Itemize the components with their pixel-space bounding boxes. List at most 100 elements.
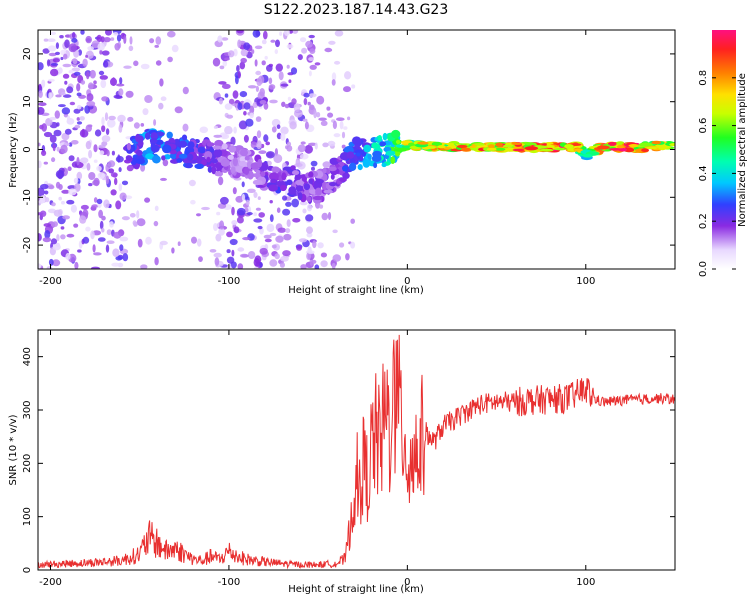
spectrogram-ridge-mark [495, 142, 504, 147]
spectrogram-speckle [278, 71, 284, 81]
spectrogram-speckle [220, 196, 229, 205]
spectrogram-speckle [217, 176, 224, 186]
spectrogram-ridge-mark [288, 186, 297, 196]
spectrogram-ridge-mark [669, 143, 675, 147]
spectrogram-speckle [256, 140, 262, 150]
spectrogram-ridge-mark [367, 153, 372, 160]
spectrogram-ridge-mark [230, 166, 236, 174]
spectrogram-speckle [55, 51, 60, 56]
spectrogram-speckle [80, 30, 85, 35]
spectrogram-ridge-mark [474, 143, 485, 146]
spectrogram-speckle [61, 200, 65, 205]
spectrogram-speckle [332, 120, 337, 130]
spectrogram-speckle [190, 199, 196, 205]
spectrogram-ridge-mark [145, 153, 155, 160]
spectrogram-speckle [55, 170, 65, 179]
spectrogram-speckle [116, 83, 125, 87]
spectrogram-speckle [60, 91, 66, 96]
spectrogram-speckle [85, 124, 93, 132]
spectrogram-speckle [89, 69, 96, 79]
spectrogram-speckle [286, 219, 291, 228]
spectrogram-speckle [62, 215, 70, 220]
spectrogram-speckle [299, 201, 308, 206]
spectrogram-speckle [314, 264, 320, 269]
spectrogram-speckle [301, 47, 308, 54]
spectrogram-ridge-mark [352, 136, 362, 145]
spectrogram-ridge-mark [297, 192, 303, 201]
spectrogram-speckle [77, 249, 82, 253]
spectrogram-ridge-mark [221, 143, 228, 150]
spectrogram-speckle [52, 243, 61, 251]
spectrogram-ridge-mark [144, 132, 151, 140]
spectrogram-ridge-mark [187, 141, 195, 149]
spectrogram-ridge-mark [641, 148, 649, 153]
spectrogram-speckle [154, 257, 159, 266]
spectrogram-ridge-mark [269, 172, 279, 181]
spectrogram-speckle [51, 202, 56, 207]
spectrogram-ridge-mark [363, 144, 372, 153]
spectrogram-speckle [237, 102, 243, 111]
figure-title: S122.2023.187.14.43.G23 [264, 2, 449, 18]
spectrogram-speckle [261, 39, 267, 45]
spectrogram-speckle [274, 253, 280, 260]
spectrogram-speckle [271, 244, 277, 249]
spectrogram-speckle [86, 93, 94, 102]
spectrogram-ridge-mark [357, 164, 363, 171]
spectrogram-speckle [68, 69, 74, 74]
spectrogram-speckle [196, 238, 202, 247]
spectrogram-ridge-mark [342, 165, 349, 172]
spectrogram-speckle [290, 67, 298, 75]
spectrogram-speckle [313, 109, 317, 119]
spectrogram-speckle [334, 60, 341, 65]
spectrogram-speckle [228, 50, 235, 58]
spectrogram-ridge-mark [502, 144, 513, 148]
spectrogram-speckle [38, 90, 43, 98]
spectrogram-speckle [68, 188, 77, 196]
spectrogram-speckle [216, 211, 221, 216]
spectrogram-speckle [107, 160, 116, 168]
spectrogram-ridge-mark [184, 162, 193, 169]
spectrogram-ridge-mark [427, 145, 436, 149]
spectrogram-speckle [160, 96, 167, 101]
spectrogram-speckle [241, 254, 250, 258]
spectrogram-speckle [93, 159, 98, 163]
spectrogram-speckle [85, 140, 92, 150]
spectrogram-ridge-mark [390, 156, 396, 164]
spectrogram-ridge-mark [456, 144, 468, 149]
spectrogram-speckle [308, 34, 315, 39]
spectrogram-speckle [88, 149, 93, 159]
spectrogram-speckle [39, 210, 47, 217]
spectrogram-speckle [246, 212, 253, 216]
spectrogram-speckle [263, 134, 269, 143]
spectrogram-speckle [38, 233, 42, 242]
spectrogram-speckle [167, 56, 173, 63]
snr-xtick-label: 100 [576, 577, 595, 588]
spectrogram-speckle [218, 81, 227, 85]
spectrogram-speckle [140, 164, 146, 172]
spectrogram-ridge-mark [377, 135, 382, 141]
spectrogram-ridge-mark [639, 142, 653, 147]
colorbar-label: Normalized spectral amplitude [737, 73, 748, 227]
spectrogram-ridge-mark [315, 179, 324, 184]
spectrogram-speckle [213, 134, 222, 138]
spectrogram-ridge-mark [199, 148, 206, 154]
spectrogram-speckle [243, 111, 247, 116]
spectrogram-speckle [105, 30, 112, 36]
spectrogram-speckle [215, 233, 222, 242]
spectrogram-speckle [219, 65, 225, 70]
spectrogram-speckle [236, 216, 244, 224]
spectrogram-speckle [276, 124, 281, 129]
spectrogram-speckle [136, 218, 146, 227]
spectrogram-ridge-mark [232, 157, 238, 167]
spectrogram-ridge-mark [271, 166, 280, 173]
spectrogram-speckle [48, 92, 52, 100]
spectrogram-speckle [300, 141, 306, 145]
spectrogram-speckle [73, 223, 79, 228]
spectrogram-speckle [64, 39, 70, 48]
spectrogram-speckle [239, 91, 248, 98]
spectrogram-speckle [55, 181, 61, 189]
spectrogram-ridge-mark [443, 147, 452, 150]
spectrogram-speckle [306, 252, 311, 260]
spectrogram-speckle [308, 93, 317, 98]
snr-xtick-label: -200 [39, 577, 62, 588]
